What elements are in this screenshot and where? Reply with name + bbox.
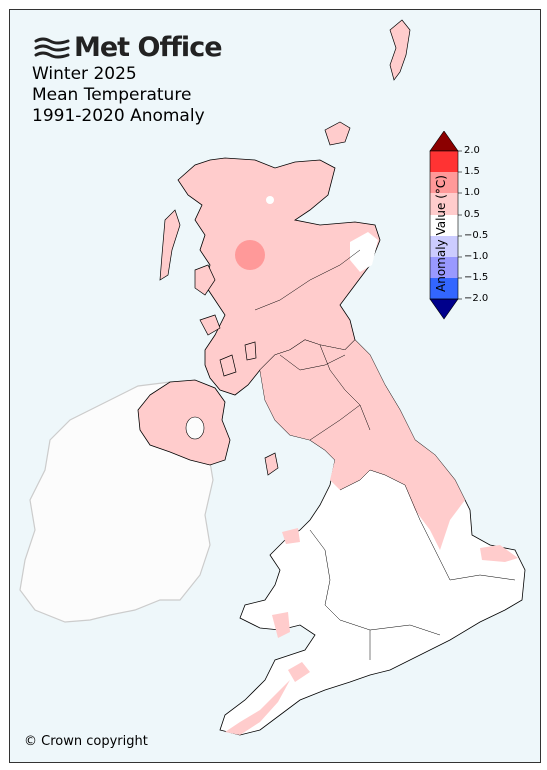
map-frame: Met Office Winter 2025 Mean Temperature … bbox=[9, 9, 541, 763]
region-boundaries bbox=[254, 249, 516, 660]
map-title: Winter 2025 Mean Temperature 1991-2020 A… bbox=[32, 64, 205, 127]
colorbar-bin-6 bbox=[430, 257, 458, 278]
warm-anomaly-east-anglia bbox=[480, 545, 518, 562]
skye bbox=[194, 264, 216, 296]
colorbar-tick-label: 1.0 bbox=[464, 187, 480, 198]
isle-of-man bbox=[264, 452, 279, 476]
colorbar-bin-2 bbox=[430, 172, 458, 193]
colorbar-tick-label: −2.0 bbox=[464, 293, 489, 304]
colorbar-tick-label: −1.5 bbox=[464, 272, 489, 283]
colorbar-tick-label: −0.5 bbox=[464, 230, 489, 241]
islay bbox=[219, 354, 237, 377]
warm-anomaly-pembroke bbox=[272, 612, 290, 638]
warm-anomaly-highlands bbox=[235, 240, 265, 270]
colorbar-tick-label: −1.0 bbox=[464, 251, 489, 262]
uk-anomaly-map bbox=[19, 19, 526, 736]
colorbar bbox=[429, 131, 462, 320]
met-office-waves-icon bbox=[34, 37, 70, 58]
arran bbox=[244, 341, 257, 361]
neutral-patch-aberdeenshire bbox=[350, 232, 378, 272]
colorbar-title: Anomaly Value (°C) bbox=[434, 175, 448, 292]
shetland bbox=[389, 19, 411, 81]
title-line-1: Winter 2025 bbox=[32, 64, 137, 84]
mull bbox=[199, 314, 221, 336]
northern-ireland bbox=[137, 379, 231, 466]
warm-anomaly-anglesey bbox=[282, 528, 300, 544]
colorbar-bin-over bbox=[429, 131, 459, 152]
colorbar-bin-3 bbox=[430, 193, 458, 215]
lough-neagh bbox=[185, 416, 205, 440]
colorbar-tick-label: 0.5 bbox=[464, 209, 480, 220]
orkney bbox=[324, 121, 351, 146]
colorbar-tick-label: 1.5 bbox=[464, 166, 480, 177]
colorbar-bin-under bbox=[429, 298, 459, 320]
warm-anomaly-cornwall bbox=[225, 680, 290, 735]
warm-anomaly-north-england bbox=[260, 340, 465, 550]
outer-hebrides bbox=[159, 209, 181, 281]
title-line-3: 1991-2020 Anomaly bbox=[32, 106, 205, 126]
colorbar-tick-label: 2.0 bbox=[464, 145, 480, 156]
title-line-2: Mean Temperature bbox=[32, 85, 192, 105]
colorbar-bin-1 bbox=[430, 151, 458, 172]
copyright-notice: © Crown copyright bbox=[24, 734, 148, 749]
warm-anomaly-devon bbox=[288, 662, 310, 682]
colorbar-bin-7 bbox=[430, 278, 458, 299]
met-office-logo: Met Office bbox=[34, 32, 223, 63]
brand-name: Met Office bbox=[74, 32, 223, 63]
colorbar-bin-4 bbox=[430, 215, 458, 236]
colorbar-bin-5 bbox=[430, 236, 458, 257]
